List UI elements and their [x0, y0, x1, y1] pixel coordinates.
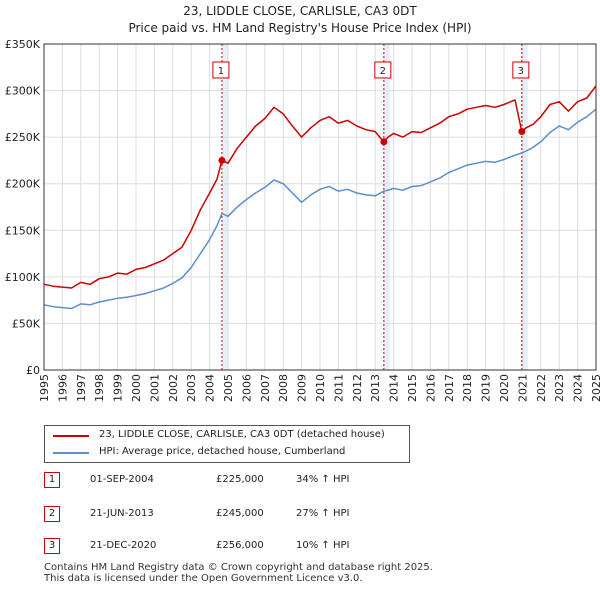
x-tick-label: 2007	[259, 374, 272, 402]
legend: 23, LIDDLE CLOSE, CARLISLE, CA3 0DT (det…	[44, 425, 410, 463]
sale-row: 2 21-JUN-2013 £245,000 27% ↑ HPI	[44, 506, 404, 526]
y-tick-label: £250K	[5, 131, 41, 144]
legend-label-property: 23, LIDDLE CLOSE, CARLISLE, CA3 0DT (det…	[99, 429, 385, 440]
sale-number-label: 1	[218, 66, 224, 77]
x-tick-label: 2012	[351, 374, 364, 402]
y-tick-label: £150K	[5, 224, 41, 237]
x-tick-label: 2023	[553, 374, 566, 402]
sale-hpi-change: 10% ↑ HPI	[296, 540, 350, 551]
sale-price: £225,000	[216, 474, 264, 485]
sale-number-box	[374, 61, 392, 79]
chart-subtitle: Price paid vs. HM Land Registry's House …	[128, 21, 472, 35]
y-tick-label: £100K	[5, 271, 41, 284]
sale-price: £256,000	[216, 540, 264, 551]
x-tick-label: 2000	[130, 374, 143, 402]
sale-point	[518, 128, 526, 136]
sale-date: 01-SEP-2004	[90, 474, 154, 485]
footer-line-2: This data is licensed under the Open Gov…	[44, 573, 363, 584]
x-tick-label: 2002	[167, 374, 180, 402]
x-tick-label: 1996	[56, 374, 69, 402]
y-tick-label: £50K	[12, 317, 41, 330]
x-tick-label: 2006	[240, 374, 253, 402]
x-tick-label: 2009	[296, 374, 309, 402]
x-tick-label: 2008	[277, 374, 290, 402]
x-tick-label: 2001	[148, 374, 161, 402]
x-tick-label: 2017	[443, 374, 456, 402]
legend-swatch-property	[53, 435, 89, 437]
sale-number-box	[512, 61, 530, 79]
x-tick-label: 2024	[572, 374, 585, 402]
x-tick-label: 2020	[498, 374, 511, 402]
footer-attribution: Contains HM Land Registry data © Crown c…	[44, 562, 433, 584]
legend-label-hpi: HPI: Average price, detached house, Cumb…	[99, 446, 346, 457]
x-tick-label: 2013	[369, 374, 382, 402]
plot-border	[43, 43, 597, 371]
x-tick-label: 2022	[535, 374, 548, 402]
sale-hpi-change: 27% ↑ HPI	[296, 508, 350, 519]
sale-number-label: 2	[380, 66, 386, 77]
x-tick-label: 2010	[314, 374, 327, 402]
x-tick-label: 2014	[388, 374, 401, 402]
sale-date: 21-JUN-2013	[90, 508, 154, 519]
sale-date: 21-DEC-2020	[90, 540, 157, 551]
price-chart: £0 £50K £100K £150K £200K £250K £300K £350K 199…	[5, 38, 600, 402]
sale-price: £245,000	[216, 508, 264, 519]
x-tick-label: 2021	[516, 374, 529, 402]
x-tick-label: 2005	[222, 374, 235, 402]
y-tick-label: £300K	[5, 85, 41, 98]
sale-point	[380, 138, 388, 146]
sale-row: 1 01-SEP-2004 £225,000 34% ↑ HPI	[44, 472, 404, 492]
x-tick-label: 2016	[424, 374, 437, 402]
x-tick-label: 2004	[204, 374, 217, 402]
sale-number-badge: 3	[44, 538, 60, 554]
sale-point	[218, 156, 226, 164]
legend-swatch-hpi	[53, 452, 89, 454]
series-line-hpi	[43, 108, 597, 310]
sale-number-badge: 2	[44, 506, 60, 522]
y-tick-label: £200K	[5, 178, 41, 191]
x-tick-label: 1995	[38, 374, 51, 402]
sale-number-label: 3	[518, 66, 524, 77]
series-line-property	[43, 85, 597, 289]
x-tick-label: 2015	[406, 374, 419, 402]
y-tick-label: £0	[26, 364, 40, 377]
sale-highlight-band	[383, 44, 390, 370]
sale-highlight-band	[221, 44, 228, 370]
sale-number-badge: 1	[44, 472, 60, 488]
x-tick-label: 2019	[480, 374, 493, 402]
sale-row: 3 21-DEC-2020 £256,000 10% ↑ HPI	[44, 538, 404, 558]
x-tick-label: 2018	[461, 374, 474, 402]
x-tick-label: 2011	[332, 374, 345, 402]
x-tick-label: 1998	[93, 374, 106, 402]
x-tick-label: 1997	[75, 374, 88, 402]
sale-number-box	[212, 61, 230, 79]
x-tick-label: 2025	[590, 374, 600, 402]
sale-hpi-change: 34% ↑ HPI	[296, 474, 350, 485]
sale-highlight-band	[521, 44, 528, 370]
footer-line-1: Contains HM Land Registry data © Crown c…	[44, 562, 433, 573]
x-tick-label: 1999	[112, 374, 125, 402]
y-tick-label: £350K	[5, 38, 41, 51]
x-tick-label: 2003	[185, 374, 198, 402]
chart-title: 23, LIDDLE CLOSE, CARLISLE, CA3 0DT	[183, 4, 417, 18]
